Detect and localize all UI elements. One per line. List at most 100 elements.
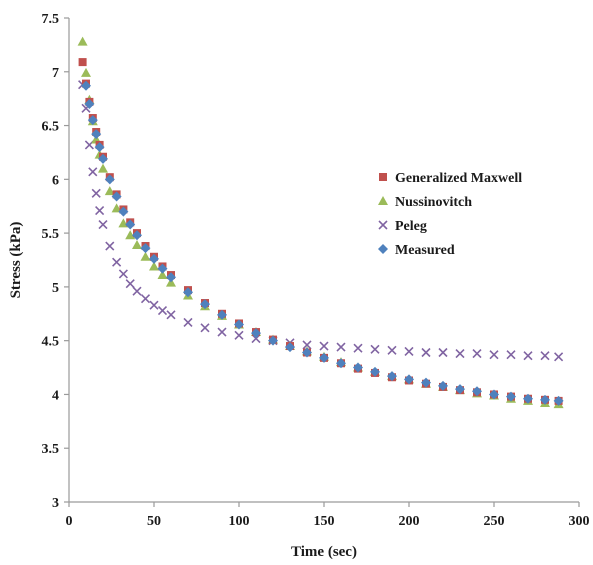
legend-label: Peleg xyxy=(395,219,427,234)
data-point-diamond xyxy=(540,394,550,405)
data-point-triangle xyxy=(157,270,168,280)
data-point-x xyxy=(157,305,168,316)
data-point-diamond xyxy=(370,366,380,377)
data-point-x xyxy=(387,345,397,355)
data-point-triangle xyxy=(132,239,142,249)
data-point-diamond xyxy=(489,389,499,400)
y-tick-label: 4 xyxy=(52,388,59,403)
data-point-x xyxy=(98,219,108,230)
data-point-triangle xyxy=(77,36,88,46)
data-point-x xyxy=(95,205,105,216)
x-tick-label: 300 xyxy=(569,514,590,529)
data-point-x xyxy=(336,342,346,352)
y-tick-label: 6 xyxy=(52,173,59,188)
data-point-diamond xyxy=(553,395,564,406)
data-point-diamond xyxy=(438,380,448,391)
legend-label: Nussinovitch xyxy=(395,195,472,210)
data-point-diamond xyxy=(285,342,295,353)
y-axis-title: Stress (kPa) xyxy=(8,222,24,299)
data-point-x xyxy=(370,344,380,354)
series-diamond xyxy=(81,80,564,406)
data-point-x xyxy=(554,352,564,362)
data-point-triangle xyxy=(111,203,122,213)
y-tick-label: 3 xyxy=(52,496,59,511)
data-point-x xyxy=(217,327,227,337)
data-point-x xyxy=(166,310,176,320)
y-tick-label: 4.5 xyxy=(42,335,60,350)
x-ticks: 0 50 100 150 200 250 300 xyxy=(66,502,590,529)
legend-marker-diamond xyxy=(378,244,388,254)
data-point-x xyxy=(234,330,244,340)
data-point-x xyxy=(353,343,363,353)
data-point-x xyxy=(132,286,142,296)
data-point-x xyxy=(118,269,128,279)
data-point-x xyxy=(149,300,159,310)
y-tick-label: 7.5 xyxy=(42,12,60,27)
data-point-x xyxy=(506,350,516,360)
x-tick-label: 50 xyxy=(147,514,161,529)
data-point-diamond xyxy=(353,362,363,373)
data-point-diamond xyxy=(91,129,102,140)
data-point-diamond xyxy=(268,335,278,346)
data-point-x xyxy=(319,341,329,351)
data-point-x xyxy=(540,351,550,361)
data-point-diamond xyxy=(94,142,105,153)
legend-label: Generalized Maxwell xyxy=(395,171,522,186)
y-tick-label: 5.5 xyxy=(42,227,60,242)
data-point-triangle xyxy=(104,186,115,196)
data-point-diamond xyxy=(217,309,227,320)
data-point-diamond xyxy=(132,230,142,241)
data-point-x xyxy=(455,349,465,359)
y-tick-label: 3.5 xyxy=(42,442,60,457)
data-point-diamond xyxy=(183,287,193,298)
y-tick-label: 5 xyxy=(52,281,59,296)
data-point-square xyxy=(78,58,87,67)
data-point-diamond xyxy=(251,328,261,339)
data-point-x xyxy=(140,294,151,304)
data-point-diamond xyxy=(111,191,122,202)
data-point-x xyxy=(183,317,193,327)
x-tick-label: 100 xyxy=(229,514,250,529)
legend-label: Measured xyxy=(395,243,455,258)
data-point-diamond xyxy=(387,371,397,382)
series-square xyxy=(78,58,563,405)
data-point-diamond xyxy=(81,80,91,91)
x-axis-title: Time (sec) xyxy=(291,544,357,560)
data-point-x xyxy=(438,347,448,358)
x-tick-label: 200 xyxy=(399,514,420,529)
data-point-x xyxy=(523,351,533,361)
legend-marker-square xyxy=(379,173,387,181)
data-point-x xyxy=(88,167,98,177)
data-point-triangle xyxy=(81,67,91,77)
data-point-diamond xyxy=(84,99,95,110)
data-point-diamond xyxy=(472,386,482,397)
data-point-triangle xyxy=(125,230,136,240)
x-tick-label: 150 xyxy=(314,514,335,529)
data-point-diamond xyxy=(140,243,151,254)
data-point-diamond xyxy=(302,347,312,358)
data-point-diamond xyxy=(157,263,168,274)
y-ticks: 3 3.5 4 4.5 5 5.5 6 6.5 7 7.5 xyxy=(42,12,69,511)
data-point-diamond xyxy=(506,391,516,402)
data-point-x xyxy=(200,323,210,333)
data-point-diamond xyxy=(234,319,244,330)
data-point-diamond xyxy=(166,272,176,283)
data-point-diamond xyxy=(319,352,329,363)
x-tick-label: 250 xyxy=(484,514,505,529)
data-point-x xyxy=(489,350,499,360)
data-point-diamond xyxy=(404,374,414,385)
data-point-x xyxy=(105,241,115,251)
data-point-x xyxy=(404,346,414,356)
data-point-x xyxy=(112,257,122,267)
data-point-diamond xyxy=(200,299,210,310)
legend-marker-x xyxy=(378,220,388,230)
data-point-diamond xyxy=(421,377,431,388)
legend-marker-triangle xyxy=(378,196,388,205)
data-point-x xyxy=(125,279,135,289)
data-point-x xyxy=(421,347,431,358)
data-point-triangle xyxy=(149,261,159,271)
legend: Generalized Maxwell Nussinovitch Peleg Meas… xyxy=(378,171,522,258)
data-point-diamond xyxy=(98,153,108,164)
data-point-x xyxy=(302,340,312,350)
